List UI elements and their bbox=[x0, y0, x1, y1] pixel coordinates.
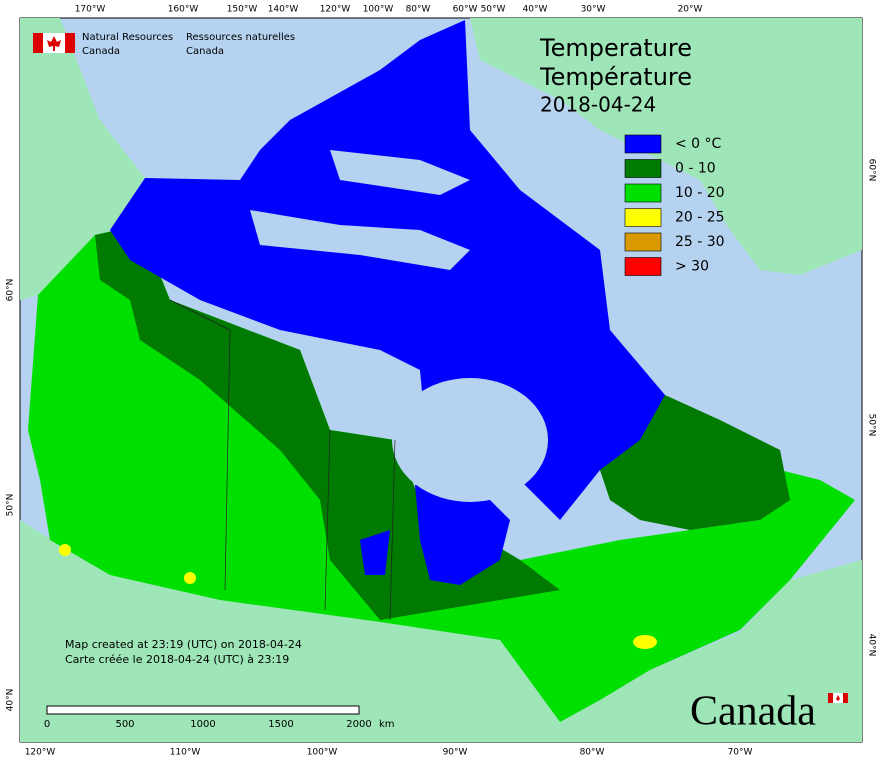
lon-label: 100°W bbox=[363, 5, 394, 15]
lon-label: 50°W bbox=[481, 5, 506, 15]
legend-label: 10 - 20 bbox=[675, 185, 725, 201]
lat-label: 50°N bbox=[6, 494, 16, 517]
legend-swatch bbox=[624, 208, 662, 227]
lon-label: 80°W bbox=[580, 748, 605, 758]
legend-label: 20 - 25 bbox=[675, 210, 725, 226]
dept-fr: Canada bbox=[186, 46, 224, 57]
lon-label: 160°W bbox=[168, 5, 199, 15]
lon-label: 30°W bbox=[581, 5, 606, 15]
legend-label: 25 - 30 bbox=[675, 234, 725, 250]
scale-bar bbox=[46, 705, 360, 715]
lon-label: 170°W bbox=[75, 5, 106, 15]
scale-label: 1500 bbox=[268, 719, 293, 730]
note: Map created at 23:19 (UTC) on 2018-04-24 bbox=[65, 638, 302, 651]
lon-label: 140°W bbox=[268, 5, 299, 15]
alaska bbox=[20, 18, 145, 300]
note: Carte créée le 2018-04-24 (UTC) à 23:19 bbox=[65, 653, 289, 666]
lon-label: 100°W bbox=[307, 748, 338, 758]
lat-label: 40°N bbox=[867, 634, 877, 657]
scale-label: 1000 bbox=[190, 719, 215, 730]
hudson-bay bbox=[392, 378, 548, 502]
region-below-0 bbox=[360, 530, 390, 575]
lon-label: 40°W bbox=[523, 5, 548, 15]
lon-label: 120°W bbox=[25, 748, 56, 758]
region-below-0 bbox=[110, 20, 665, 520]
legend-label: > 30 bbox=[675, 259, 709, 275]
scale-label: 0 bbox=[44, 719, 50, 730]
scale-label: 2000 bbox=[346, 719, 371, 730]
dept-fr: Ressources naturelles bbox=[186, 32, 295, 43]
dept-en: Natural Resources bbox=[82, 32, 173, 43]
lon-label: 120°W bbox=[320, 5, 351, 15]
wordmark-flag bbox=[828, 693, 848, 703]
lon-label: 20°W bbox=[678, 5, 703, 15]
lon-label: 150°W bbox=[227, 5, 258, 15]
legend-swatch bbox=[624, 159, 662, 178]
region-20-25 bbox=[59, 544, 71, 556]
scale-unit: km bbox=[379, 719, 395, 730]
lat-label: 60°N bbox=[867, 159, 877, 182]
dept-en: Canada bbox=[82, 46, 120, 57]
usa bbox=[20, 520, 862, 742]
greenland bbox=[470, 18, 862, 275]
lon-label: 90°W bbox=[443, 748, 468, 758]
legend-label: < 0 °C bbox=[675, 136, 722, 152]
region-below-0 bbox=[415, 480, 510, 585]
legend-label: 0 - 10 bbox=[675, 161, 716, 177]
title: Temperature bbox=[539, 34, 692, 62]
lat-label: 40°N bbox=[6, 689, 16, 712]
lon-label: 110°W bbox=[170, 748, 201, 758]
wordmark: Canada bbox=[690, 689, 816, 735]
region-20-25 bbox=[184, 572, 196, 584]
scale-label: 500 bbox=[115, 719, 134, 730]
lon-label: 80°W bbox=[406, 5, 431, 15]
region-20-25 bbox=[633, 635, 657, 649]
flag bbox=[33, 33, 75, 53]
title: Température bbox=[539, 63, 692, 91]
lon-label: 70°W bbox=[728, 748, 753, 758]
province-border bbox=[169, 299, 396, 621]
lon-label: 60°W bbox=[453, 5, 478, 15]
channel bbox=[250, 210, 470, 270]
legend-swatch bbox=[624, 257, 662, 276]
legend-swatch bbox=[624, 134, 662, 154]
channel bbox=[330, 150, 470, 195]
region-0-10 bbox=[600, 395, 790, 530]
legend-swatch bbox=[624, 232, 662, 252]
date: 2018-04-24 bbox=[540, 93, 656, 117]
lat-label: 50°N bbox=[867, 414, 877, 437]
legend-swatch bbox=[624, 183, 662, 203]
lat-label: 60°N bbox=[6, 279, 16, 302]
